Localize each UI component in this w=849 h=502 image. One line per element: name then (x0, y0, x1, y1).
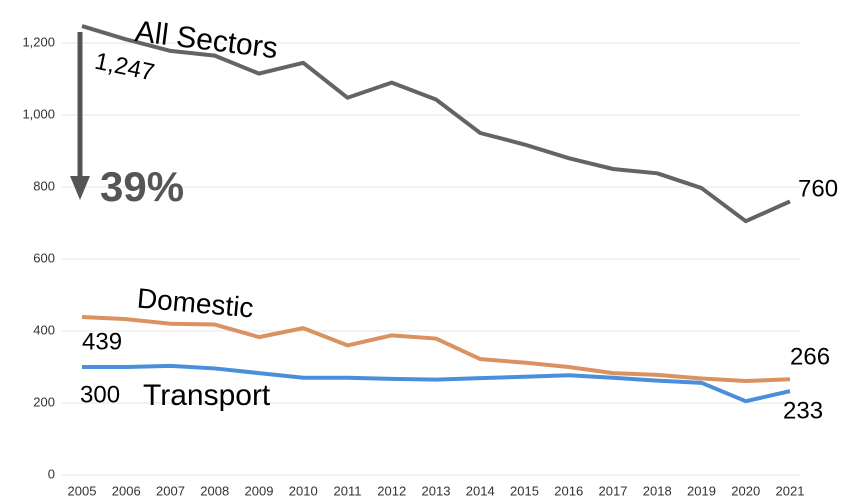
x-tick-label: 2013 (422, 483, 451, 498)
value-label: 233 (783, 397, 823, 424)
x-tick-label: 2011 (334, 483, 362, 498)
x-tick-label: 2017 (599, 483, 628, 498)
x-tick-label: 2018 (643, 483, 672, 498)
value-label: 300 (80, 381, 120, 408)
series-line (82, 363, 791, 404)
decline-label: 39% (100, 163, 184, 210)
value-label: 760 (798, 175, 838, 202)
y-tick-label: 400 (33, 322, 55, 337)
x-tick-label: 2012 (377, 483, 406, 498)
x-tick-label: 2009 (245, 483, 274, 498)
x-tick-label: 2021 (776, 483, 805, 498)
series-line (81, 314, 791, 384)
x-tick-label: 2015 (510, 483, 539, 498)
x-tick-label: 2010 (289, 483, 318, 498)
series-label: Transport (143, 379, 271, 412)
y-tick-label: 1,200 (22, 34, 55, 49)
x-tick-label: 2020 (731, 483, 760, 498)
x-tick-label: 2019 (687, 483, 716, 498)
y-tick-label: 0 (48, 466, 55, 481)
x-tick-label: 2005 (68, 483, 97, 498)
x-tick-label: 2007 (156, 483, 185, 498)
value-label: 266 (790, 343, 830, 370)
series-label: Domestic (136, 282, 255, 323)
x-tick-label: 2014 (466, 483, 495, 498)
y-tick-label: 200 (33, 394, 55, 409)
arrow-head (70, 176, 90, 200)
x-tick-label: 2008 (200, 483, 229, 498)
y-tick-label: 600 (33, 250, 55, 265)
x-tick-label: 2006 (112, 483, 141, 498)
x-tick-label: 2016 (554, 483, 583, 498)
value-label: 439 (82, 328, 122, 355)
y-tick-label: 800 (33, 178, 55, 193)
series-label: All Sectors (133, 15, 279, 65)
series-line (81, 24, 791, 224)
value-label: 1,247 (92, 48, 156, 87)
y-tick-label: 1,000 (22, 106, 55, 121)
